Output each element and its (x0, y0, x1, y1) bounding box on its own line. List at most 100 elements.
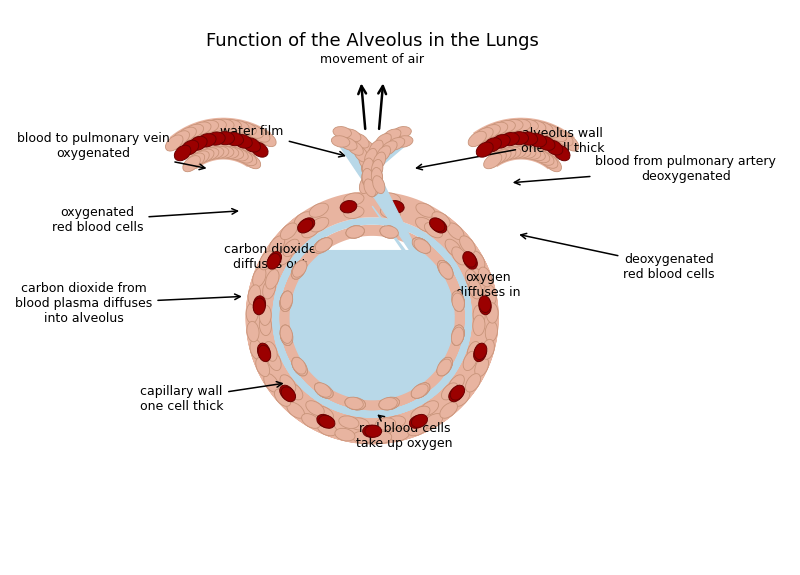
Ellipse shape (340, 201, 357, 213)
Ellipse shape (438, 262, 453, 279)
Ellipse shape (365, 425, 382, 438)
Ellipse shape (430, 218, 445, 232)
Ellipse shape (209, 146, 229, 159)
Ellipse shape (393, 126, 411, 138)
Text: oxygenated
red blood cells: oxygenated red blood cells (52, 206, 238, 234)
Ellipse shape (486, 321, 498, 342)
Ellipse shape (280, 325, 293, 343)
Ellipse shape (198, 120, 218, 133)
Ellipse shape (253, 267, 266, 287)
Text: Function of the Alveolus in the Lungs: Function of the Alveolus in the Lungs (206, 32, 538, 50)
Ellipse shape (506, 146, 526, 159)
Ellipse shape (380, 226, 398, 238)
Ellipse shape (411, 406, 430, 420)
Ellipse shape (247, 321, 259, 342)
Ellipse shape (515, 146, 536, 159)
Ellipse shape (495, 121, 515, 133)
Ellipse shape (412, 237, 429, 252)
Ellipse shape (381, 397, 399, 409)
Ellipse shape (394, 136, 413, 147)
Ellipse shape (362, 159, 373, 178)
Ellipse shape (362, 167, 373, 186)
Ellipse shape (383, 129, 401, 141)
Polygon shape (340, 128, 382, 189)
Ellipse shape (387, 201, 404, 213)
Ellipse shape (293, 359, 307, 376)
Ellipse shape (554, 145, 570, 161)
Ellipse shape (250, 339, 263, 359)
Ellipse shape (338, 416, 359, 428)
Ellipse shape (467, 342, 480, 361)
Ellipse shape (281, 387, 295, 402)
Ellipse shape (451, 327, 464, 346)
Ellipse shape (315, 237, 332, 252)
Ellipse shape (315, 237, 332, 252)
Ellipse shape (452, 291, 464, 309)
Ellipse shape (411, 384, 428, 398)
Ellipse shape (452, 325, 464, 343)
Ellipse shape (431, 219, 446, 233)
Ellipse shape (362, 168, 374, 187)
Ellipse shape (466, 270, 478, 289)
Ellipse shape (251, 128, 270, 142)
Ellipse shape (292, 357, 306, 374)
Ellipse shape (280, 375, 296, 393)
Ellipse shape (540, 153, 558, 168)
Ellipse shape (412, 237, 429, 252)
Ellipse shape (478, 267, 492, 287)
Ellipse shape (204, 147, 224, 159)
Ellipse shape (293, 359, 307, 376)
Ellipse shape (452, 291, 464, 309)
Ellipse shape (474, 128, 493, 142)
Ellipse shape (544, 156, 562, 172)
Ellipse shape (369, 140, 383, 156)
Text: blood from pulmonary artery
deoxygenated: blood from pulmonary artery deoxygenated (514, 155, 776, 185)
Ellipse shape (469, 279, 482, 299)
Ellipse shape (452, 247, 467, 265)
Ellipse shape (454, 389, 470, 407)
Ellipse shape (451, 327, 464, 346)
Ellipse shape (222, 120, 242, 132)
Ellipse shape (274, 389, 291, 407)
Ellipse shape (535, 151, 554, 165)
Ellipse shape (256, 357, 270, 377)
Ellipse shape (502, 120, 523, 132)
Ellipse shape (546, 140, 563, 155)
Ellipse shape (425, 223, 442, 238)
Ellipse shape (450, 385, 465, 400)
Ellipse shape (347, 141, 363, 155)
Ellipse shape (414, 239, 430, 254)
Ellipse shape (413, 383, 430, 397)
Text: oxygen
diffuses in: oxygen diffuses in (406, 271, 520, 306)
Ellipse shape (474, 357, 489, 377)
Ellipse shape (310, 217, 329, 232)
Ellipse shape (237, 122, 257, 135)
Ellipse shape (280, 291, 293, 309)
Text: capillary wall
one cell thick: capillary wall one cell thick (140, 382, 282, 413)
Ellipse shape (218, 146, 238, 159)
Ellipse shape (521, 147, 541, 159)
Ellipse shape (437, 359, 451, 376)
Ellipse shape (474, 343, 487, 359)
Ellipse shape (302, 413, 320, 428)
Ellipse shape (362, 158, 374, 177)
Ellipse shape (228, 148, 248, 161)
Ellipse shape (258, 343, 270, 359)
Ellipse shape (413, 383, 430, 397)
Ellipse shape (365, 148, 377, 166)
Ellipse shape (259, 251, 274, 270)
Ellipse shape (437, 359, 451, 376)
Ellipse shape (407, 422, 427, 436)
Ellipse shape (482, 339, 494, 359)
Ellipse shape (225, 132, 243, 145)
Ellipse shape (414, 239, 430, 254)
Ellipse shape (346, 226, 364, 238)
Ellipse shape (501, 147, 521, 159)
Ellipse shape (248, 285, 261, 305)
Ellipse shape (293, 260, 307, 277)
Ellipse shape (510, 146, 531, 158)
Ellipse shape (267, 351, 281, 370)
Ellipse shape (462, 252, 476, 267)
Ellipse shape (373, 152, 386, 170)
Ellipse shape (280, 291, 293, 309)
